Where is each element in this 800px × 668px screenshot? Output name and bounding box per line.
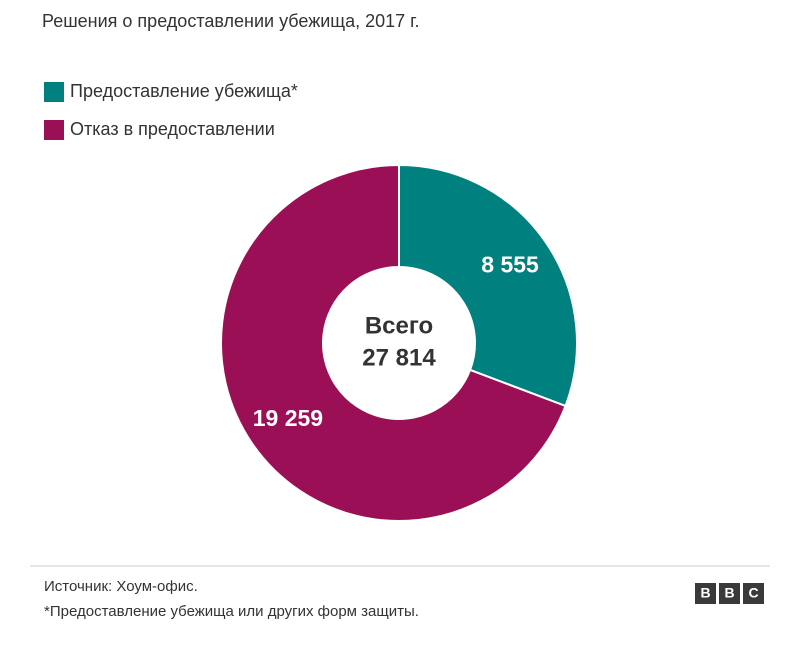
donut-segment (220, 163, 567, 522)
data-label: 8 555 (481, 251, 539, 277)
center-text: Всего (365, 312, 433, 339)
chart-title: Решения о предоставлении убежища, 2017 г… (42, 11, 420, 31)
logo-letter: C (748, 585, 758, 601)
logo-letter: B (724, 585, 734, 601)
source: Источник: Хоум-офис. (44, 578, 198, 595)
data-label: 19 259 (253, 405, 323, 431)
logo-box (719, 583, 740, 604)
center-total: 27 814 (362, 344, 436, 371)
logo-box (695, 583, 716, 604)
legend-label: Предоставление убежища* (70, 81, 298, 101)
legend-swatch (44, 82, 64, 102)
logo-box (743, 583, 764, 604)
note: *Предоставление убежища или других форм … (44, 603, 419, 620)
donut-segment (398, 163, 578, 408)
legend-swatch (44, 120, 64, 140)
logo-letter: B (700, 585, 710, 601)
legend-label: Отказ в предоставлении (70, 119, 275, 139)
